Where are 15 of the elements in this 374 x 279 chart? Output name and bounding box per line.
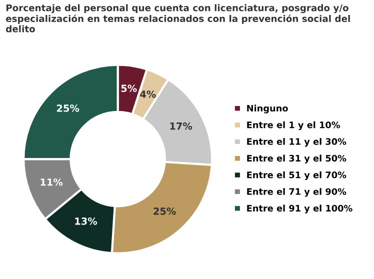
legend-label: Entre el 1 y el 10% bbox=[247, 121, 340, 130]
data-label: 25% bbox=[154, 208, 176, 215]
data-label: 13% bbox=[75, 217, 98, 225]
data-label: 4% bbox=[140, 90, 156, 98]
data-label: 11% bbox=[40, 178, 63, 186]
legend-label: Entre el 71 y el 90% bbox=[247, 188, 346, 197]
data-label: 17% bbox=[170, 122, 192, 130]
data-label: 5% bbox=[121, 84, 137, 92]
legend-label: Entre el 91 y el 100% bbox=[247, 204, 352, 214]
legend-label: Entre el 11 y el 30% bbox=[247, 138, 346, 147]
chart-title: Porcentaje del personal que cuenta con licenciatura, posgrado y/o especialización en temas relacionados con la prevención social del delito bbox=[6, 4, 350, 32]
legend-label: Entre el 51 y el 70% bbox=[247, 171, 346, 180]
data-label: 25% bbox=[56, 104, 80, 112]
legend-label: Ninguno bbox=[247, 104, 288, 114]
legend-label: Entre el 31 y el 50% bbox=[247, 154, 346, 164]
